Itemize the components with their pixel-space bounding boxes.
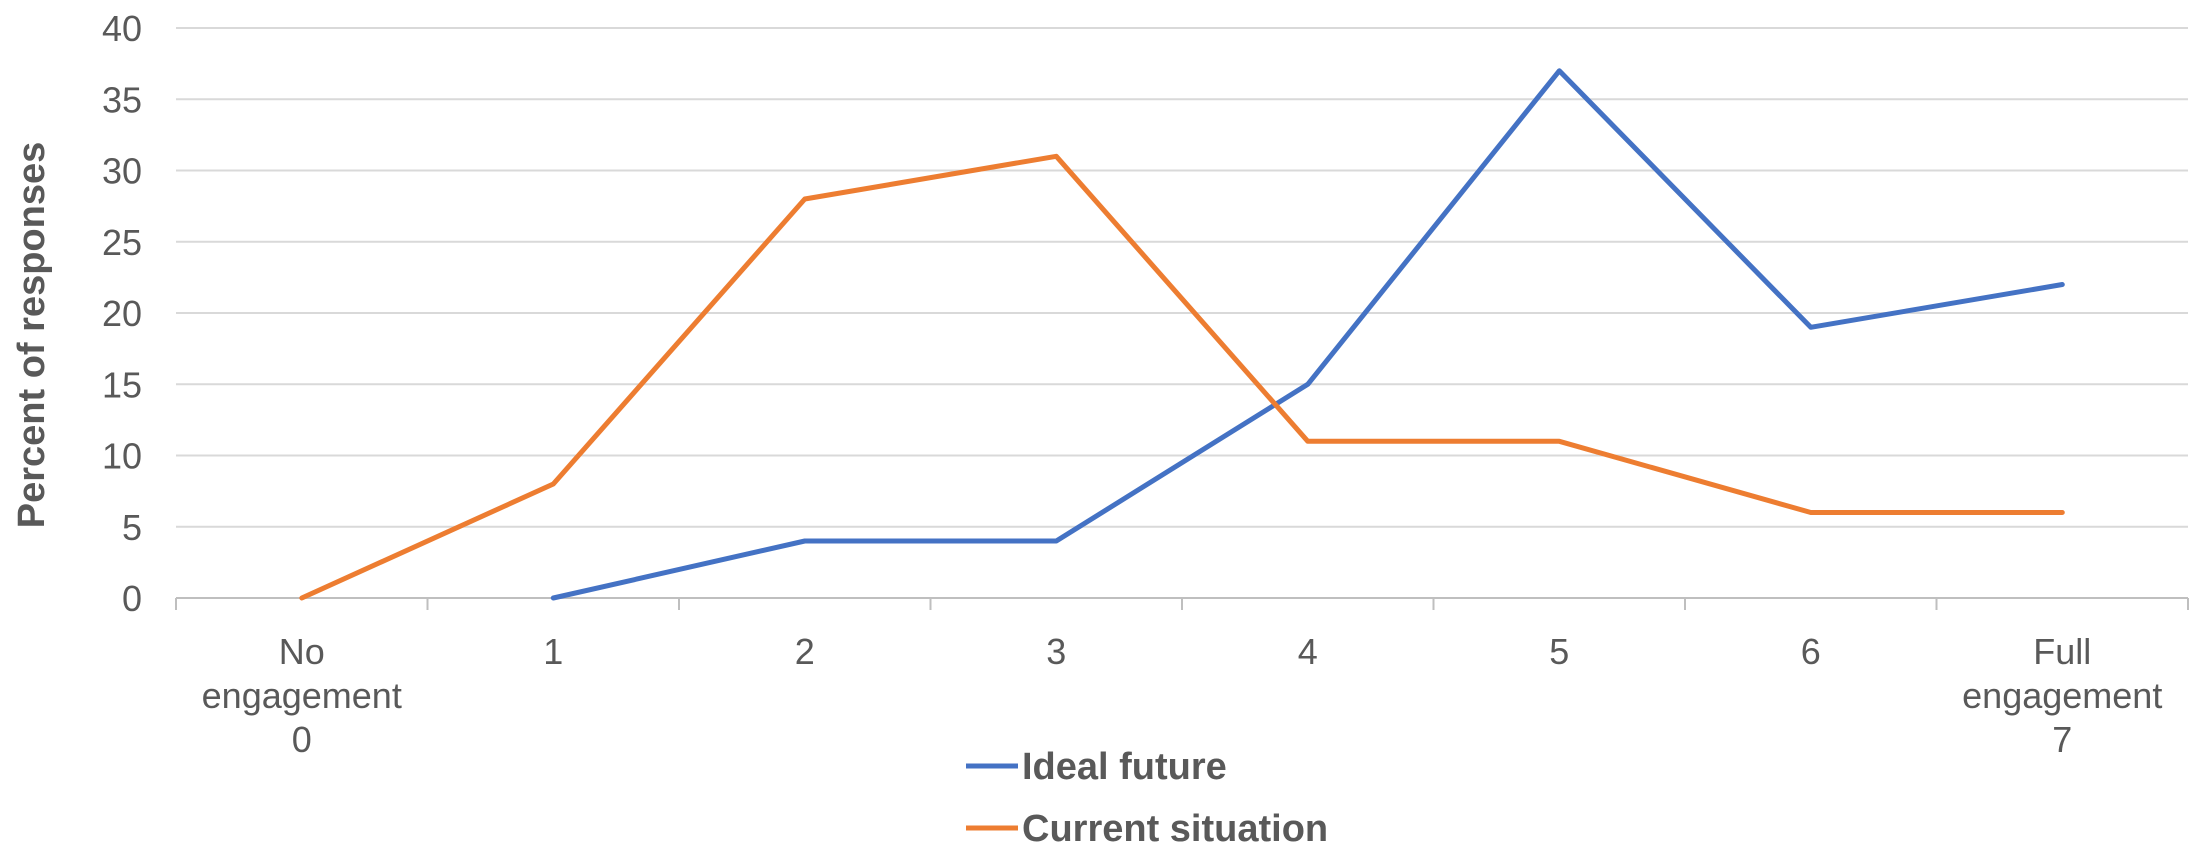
x-tick-label-line: engagement <box>202 675 402 716</box>
x-tick-label-line: 7 <box>2052 719 2072 760</box>
x-tick-label-line: 3 <box>1046 631 1066 672</box>
x-tick-label: 2 <box>795 631 815 672</box>
x-tick-label: 3 <box>1046 631 1066 672</box>
legend-label: Current situation <box>1022 808 1328 845</box>
y-tick-label: 35 <box>102 79 142 120</box>
y-tick-label: 30 <box>102 151 142 192</box>
gridlines <box>176 27 2188 528</box>
y-axis-title: Percent of responses <box>11 142 53 528</box>
y-tick-label: 25 <box>102 222 142 263</box>
x-tick-labels: No engagement 01 2 3 4 5 6 Full engagement 7 <box>202 631 2163 760</box>
x-tick-label: No engagement 0 <box>202 631 402 760</box>
legend: Ideal future Current situation <box>966 746 1328 845</box>
series-lines <box>299 68 2065 601</box>
y-tick-labels: 0 5 10 15 20 25 30 35 40 <box>102 8 142 619</box>
x-tick-label-line: 2 <box>795 631 815 672</box>
y-tick-label: 20 <box>102 293 142 334</box>
x-tick-label: 5 <box>1549 631 1569 672</box>
x-tick-label: 6 <box>1801 631 1821 672</box>
x-tick-label: Full engagement 7 <box>1962 631 2162 760</box>
x-tick-label-line: engagement <box>1962 675 2162 716</box>
x-tick-label-line: 5 <box>1549 631 1569 672</box>
y-tick-label: 40 <box>102 8 142 49</box>
legend-label: Ideal future <box>1022 746 1227 788</box>
y-tick-label: 15 <box>102 364 142 405</box>
x-tick-label: 4 <box>1298 631 1318 672</box>
x-tick-label: 1 <box>543 631 563 672</box>
x-tick-label-line: 4 <box>1298 631 1318 672</box>
x-tick-label-line: No <box>279 631 325 672</box>
x-axis <box>175 597 2189 610</box>
series-line-0 <box>550 68 2065 601</box>
x-tick-label-line: 1 <box>543 631 563 672</box>
x-tick-label-line: 6 <box>1801 631 1821 672</box>
x-tick-label-line: Full <box>2033 631 2091 672</box>
y-tick-label: 10 <box>102 436 142 477</box>
y-tick-label: 5 <box>122 507 142 548</box>
y-tick-label: 0 <box>122 578 142 619</box>
series-line-1 <box>299 153 2065 601</box>
x-tick-label-line: 0 <box>292 719 312 760</box>
